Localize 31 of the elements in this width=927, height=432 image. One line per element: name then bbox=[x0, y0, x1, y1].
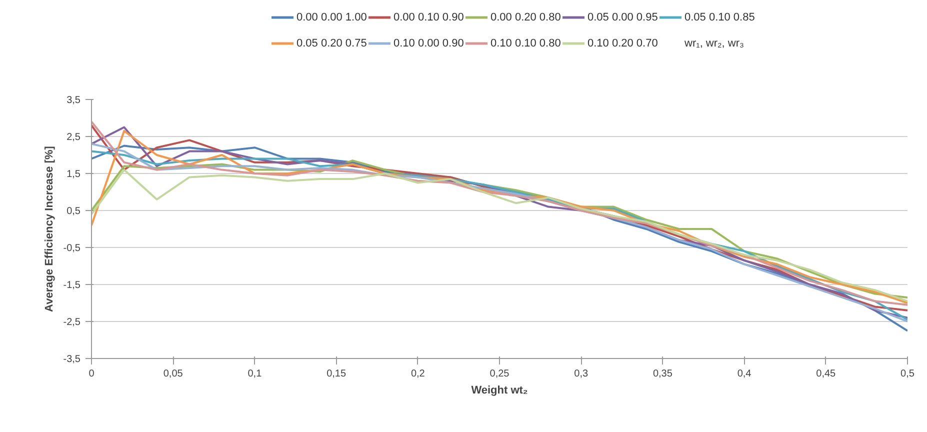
x-tick-label: 0 bbox=[88, 368, 95, 380]
y-axis-title: Average Efficiency Increase [%] bbox=[43, 146, 56, 312]
legend-label: 0.00 0.10 0.90 bbox=[394, 12, 464, 24]
x-axis-title: Weight wt₂ bbox=[471, 384, 528, 396]
legend-label: 0.05 0.00 0.95 bbox=[588, 12, 658, 24]
legend-title: wr₁, wr₂, wr₃ bbox=[684, 38, 744, 50]
x-tick-label: 0,25 bbox=[490, 368, 510, 380]
legend-label: 0.00 0.00 1.00 bbox=[296, 12, 367, 24]
x-tick-label: 0,45 bbox=[816, 368, 836, 380]
x-tick-label: 0,5 bbox=[900, 368, 915, 380]
x-tick-label: 0,3 bbox=[574, 368, 588, 380]
y-tick-label: -2,5 bbox=[63, 317, 81, 328]
x-tick-label: 0,35 bbox=[652, 368, 673, 380]
legend-label: 0.10 0.20 0.70 bbox=[588, 38, 658, 50]
legend-label: 0.00 0.20 0.80 bbox=[490, 12, 561, 24]
legend-label: 0.05 0.10 0.85 bbox=[684, 12, 755, 24]
x-tick-label: 0,05 bbox=[163, 368, 184, 380]
y-tick-label: -3,5 bbox=[63, 354, 81, 365]
x-tick-label: 0,15 bbox=[326, 368, 346, 380]
y-tick-label: 1,5 bbox=[66, 169, 81, 180]
x-tick-label: 0,2 bbox=[410, 368, 426, 380]
y-tick-label: 3,5 bbox=[66, 95, 81, 106]
y-tick-label: 2,5 bbox=[66, 132, 81, 143]
legend-label: 0.05 0.20 0.75 bbox=[296, 38, 367, 50]
legend-label: 0.10 0.10 0.80 bbox=[490, 38, 561, 50]
legend-label: 0.10 0.00 0.90 bbox=[394, 38, 464, 50]
x-tick-label: 0,1 bbox=[248, 368, 262, 380]
x-tick-label: 0,4 bbox=[737, 368, 752, 380]
y-tick-label: 0,5 bbox=[66, 206, 81, 217]
y-tick-label: -1,5 bbox=[63, 280, 81, 291]
y-tick-label: -0,5 bbox=[63, 243, 81, 254]
